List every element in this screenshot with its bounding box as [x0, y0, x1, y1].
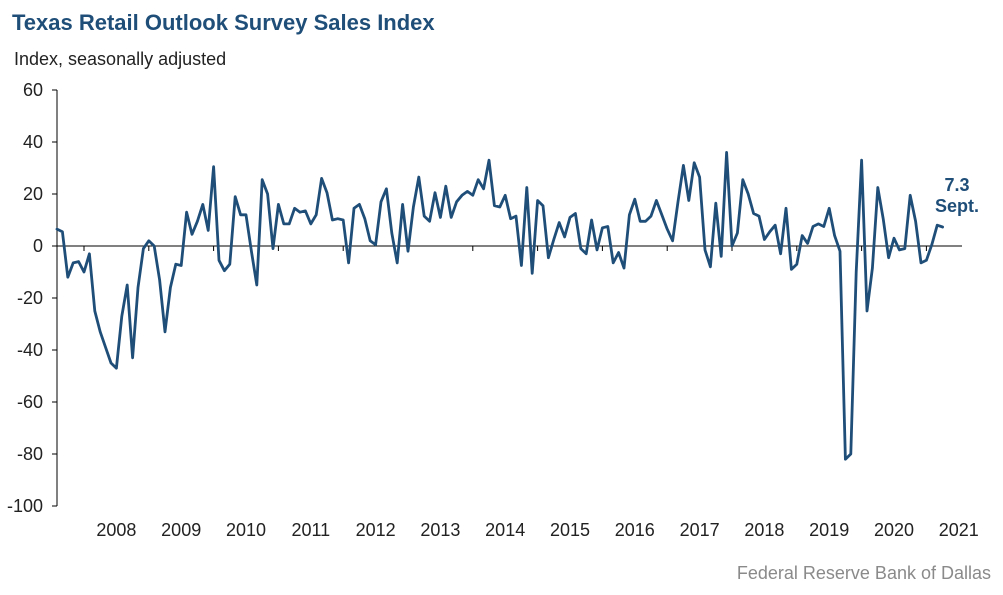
x-tick-label: 2010 — [226, 520, 266, 540]
x-tick-label: 2012 — [356, 520, 396, 540]
x-tick-label: 2020 — [874, 520, 914, 540]
x-axis: 2008 2009 2010 2011 2012 2013 2014 2015 2016 2017… — [57, 245, 979, 540]
x-tick-label: 2018 — [744, 520, 784, 540]
series-layer — [55, 150, 944, 461]
chart-title: Texas Retail Outlook Survey Sales Index — [12, 10, 435, 35]
x-tick-label: 2016 — [615, 520, 655, 540]
y-tick-label: 0 — [33, 236, 43, 256]
y-tick-label: -80 — [17, 444, 43, 464]
source-credit: Federal Reserve Bank of Dallas — [736, 563, 991, 583]
x-tick-label: 2019 — [809, 520, 849, 540]
last-value-label: 7.3 — [944, 175, 969, 195]
x-tick-label: 2017 — [680, 520, 720, 540]
x-tick-label: 2014 — [485, 520, 525, 540]
last-month-label: Sept. — [935, 196, 979, 216]
y-tick-label: -40 — [17, 340, 43, 360]
chart-subtitle: Index, seasonally adjusted — [14, 49, 227, 69]
y-tick-label: 60 — [23, 80, 43, 100]
y-axis: 60 40 20 0 -20 -40 -60 -80 -100 — [7, 80, 58, 516]
x-tick-label: 2021 — [939, 520, 979, 540]
y-tick-label: 20 — [23, 184, 43, 204]
series-line — [55, 150, 944, 461]
x-tick-label: 2013 — [420, 520, 460, 540]
y-tick-label: -60 — [17, 392, 43, 412]
y-tick-label: -20 — [17, 288, 43, 308]
y-tick-label: -100 — [7, 496, 43, 516]
x-tick-label: 2015 — [550, 520, 590, 540]
x-tick-label: 2011 — [291, 520, 330, 540]
x-tick-label: 2009 — [161, 520, 201, 540]
y-tick-label: 40 — [23, 132, 43, 152]
x-tick-label: 2008 — [96, 520, 136, 540]
